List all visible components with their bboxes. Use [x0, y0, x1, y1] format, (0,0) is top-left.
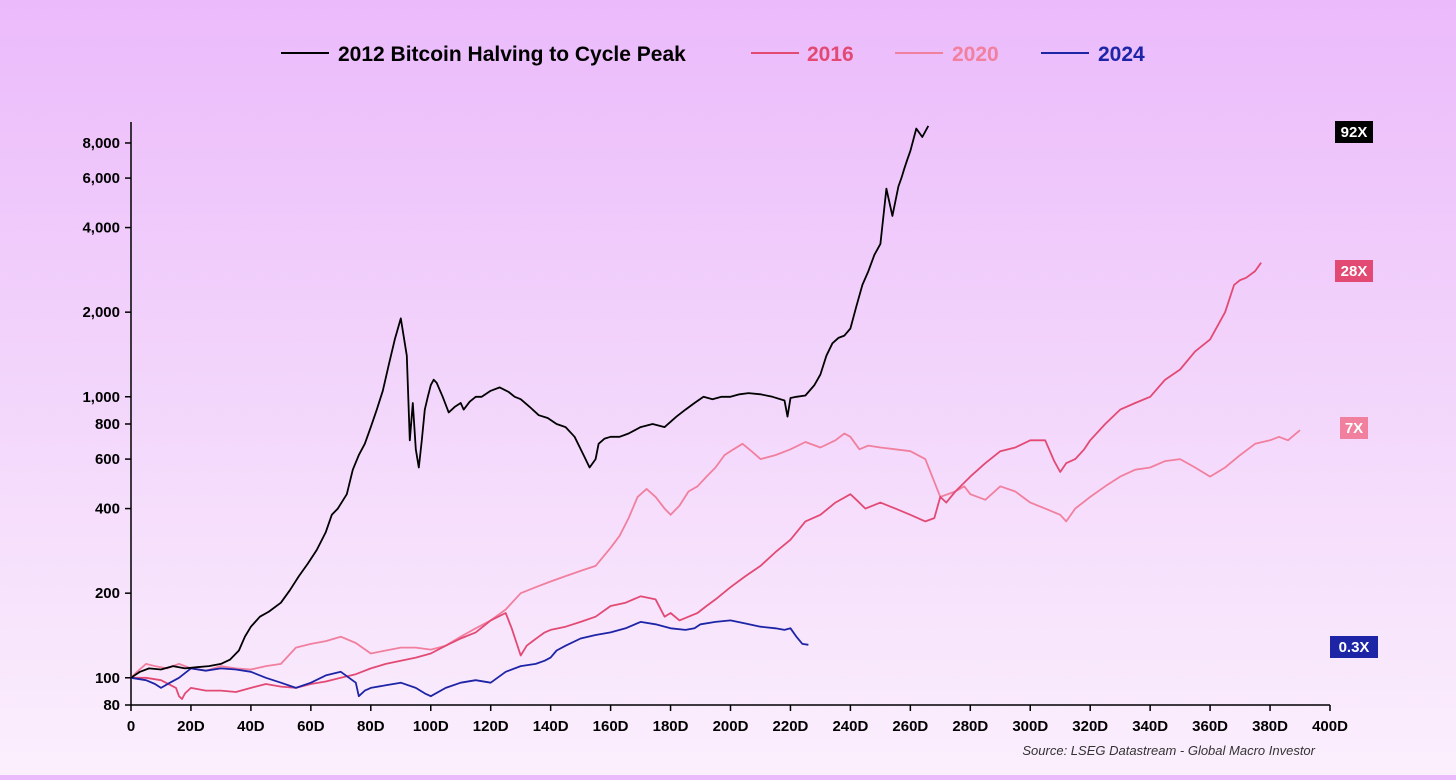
legend-item: 2024 — [1041, 43, 1145, 66]
x-tick-label: 140D — [533, 718, 569, 735]
x-tick-label: 120D — [473, 718, 509, 735]
y-tick-label: 2,000 — [82, 304, 120, 321]
end-label-text: 92X — [1341, 124, 1368, 141]
legend-label: 2012 Bitcoin Halving to Cycle Peak — [338, 43, 686, 66]
end-label-box — [1335, 121, 1373, 143]
x-ticks: 0 20D 40D 60D 80D 100D 120D 140D 160D 180D 200D 220… — [127, 705, 1348, 735]
x-tick-label: 160D — [593, 718, 629, 735]
x-tick-label: 100D — [413, 718, 449, 735]
legend-item: 2016 — [751, 43, 854, 66]
x-tick-label: 400D — [1312, 718, 1348, 735]
end-labels: 92X 28X 7X 0.3X — [1330, 121, 1378, 658]
x-tick-label: 300D — [1012, 718, 1048, 735]
series-line-2016 — [131, 262, 1262, 700]
x-tick-label: 320D — [1072, 718, 1108, 735]
x-tick-label: 220D — [773, 718, 809, 735]
y-tick-label: 600 — [95, 451, 120, 468]
y-ticks: 80 100 200 400 600 800 1,000 2,000 4,000 6,000 8,0… — [82, 135, 131, 714]
end-label-box — [1340, 417, 1368, 439]
end-label-text: 0.3X — [1339, 639, 1370, 656]
x-tick-label: 380D — [1252, 718, 1288, 735]
y-tick-label: 80 — [103, 697, 120, 714]
x-tick-label: 40D — [237, 718, 265, 735]
series-layer — [130, 125, 1301, 700]
y-tick-label: 800 — [95, 416, 120, 433]
legend-label: 2016 — [807, 43, 854, 66]
end-label: 0.3X — [1330, 636, 1378, 658]
y-tick-label: 1,000 — [82, 389, 120, 406]
legend-label: 2020 — [952, 43, 999, 66]
end-label-text: 28X — [1341, 263, 1368, 280]
x-tick-label: 240D — [832, 718, 868, 735]
axes — [130, 122, 1330, 706]
end-label: 28X — [1335, 260, 1373, 282]
x-tick-label: 180D — [653, 718, 689, 735]
end-label-text: 7X — [1345, 420, 1363, 437]
x-tick-label: 60D — [297, 718, 325, 735]
y-tick-label: 6,000 — [82, 170, 120, 187]
end-label: 7X — [1340, 417, 1368, 439]
x-tick-label: 20D — [177, 718, 205, 735]
end-label-box — [1330, 636, 1378, 658]
series-line-2012 — [130, 125, 930, 679]
legend-item: 2020 — [895, 43, 999, 66]
x-tick-label: 0 — [127, 718, 135, 735]
y-tick-label: 100 — [95, 670, 120, 687]
x-tick-label: 200D — [713, 718, 749, 735]
legend-label: 2024 — [1098, 43, 1145, 66]
y-tick-label: 4,000 — [82, 220, 120, 237]
legend-item: 2012 Bitcoin Halving to Cycle Peak — [281, 43, 686, 66]
y-tick-label: 8,000 — [82, 135, 120, 152]
x-tick-label: 80D — [357, 718, 385, 735]
x-tick-label: 360D — [1192, 718, 1228, 735]
x-tick-label: 280D — [952, 718, 988, 735]
x-tick-label: 260D — [892, 718, 928, 735]
source-note: Source: LSEG Datastream - Global Macro I… — [1022, 743, 1315, 758]
y-tick-label: 400 — [95, 501, 120, 518]
y-tick-label: 200 — [95, 585, 120, 602]
end-label: 92X — [1335, 121, 1373, 143]
legend: 2012 Bitcoin Halving to Cycle Peak 2016 20… — [281, 43, 1145, 66]
series-line-2024 — [130, 619, 809, 698]
series-line-2020 — [130, 429, 1301, 679]
x-tick-label: 340D — [1132, 718, 1168, 735]
end-label-box — [1335, 260, 1373, 282]
